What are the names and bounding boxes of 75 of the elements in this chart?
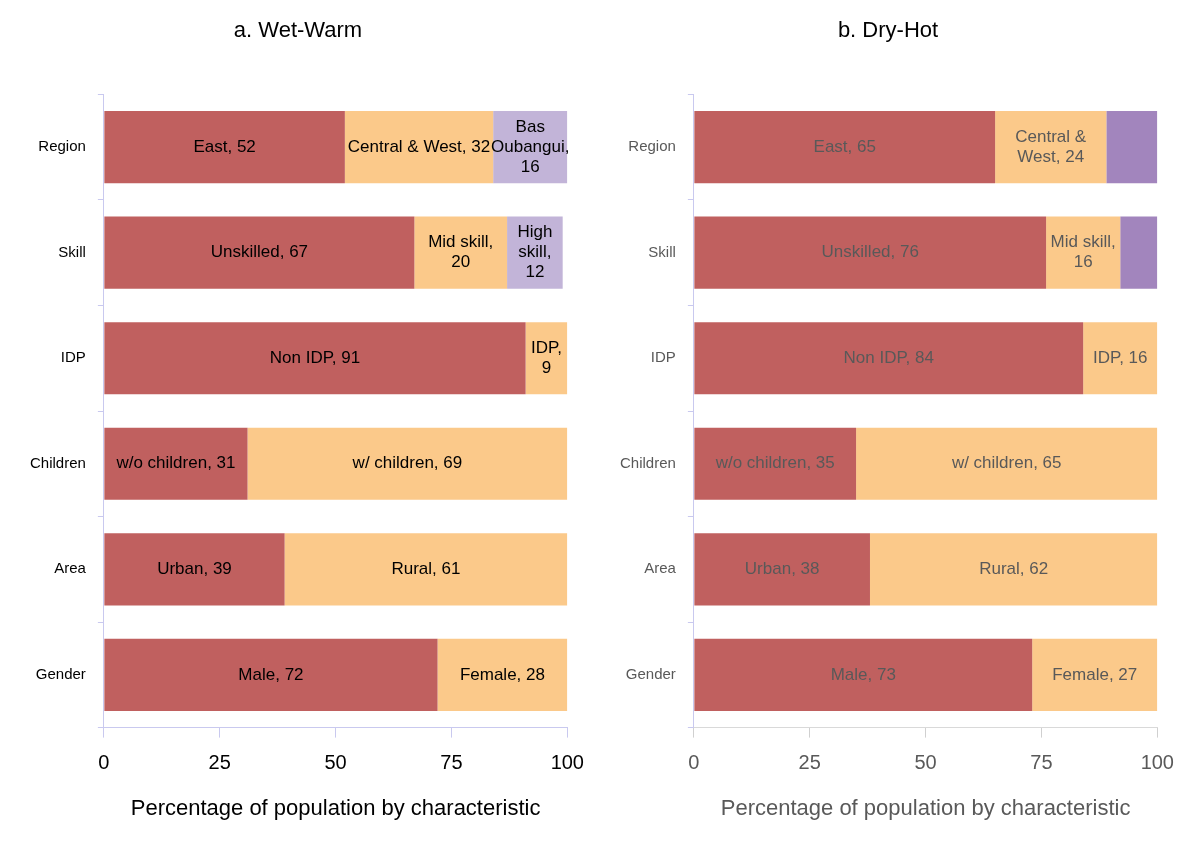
bar bbox=[694, 427, 857, 500]
bar bbox=[104, 638, 438, 711]
chart-title: a. Wet-Warm bbox=[233, 17, 363, 43]
data-label: Rural, 62 bbox=[979, 558, 1049, 578]
bar bbox=[104, 533, 285, 606]
bar bbox=[694, 322, 1084, 395]
data-label: w/ children, 69 bbox=[351, 453, 463, 473]
data-label: East, 65 bbox=[813, 136, 876, 156]
x-tick-label: 25 bbox=[208, 751, 231, 774]
x-tick-label: 25 bbox=[798, 751, 821, 774]
data-label: Central & West, 32 bbox=[347, 136, 491, 156]
data-label: Female, 27 bbox=[1052, 664, 1138, 684]
y-tick-label: Area bbox=[644, 559, 677, 577]
data-label: Unskilled, 67 bbox=[210, 242, 309, 262]
bar bbox=[1032, 638, 1158, 711]
y-tick-label: Skill bbox=[648, 242, 676, 260]
bar bbox=[869, 533, 1158, 606]
bar bbox=[284, 533, 568, 606]
data-label: Non IDP, 91 bbox=[269, 347, 361, 367]
chart-title: b. Dry-Hot bbox=[837, 17, 939, 43]
data-label: Male, 72 bbox=[238, 664, 304, 684]
bar bbox=[694, 111, 996, 184]
y-tick-label: Area bbox=[54, 559, 87, 577]
x-tick-label: 75 bbox=[440, 751, 463, 774]
data-label: Urban, 38 bbox=[744, 558, 820, 578]
data-label: High skill, 12 bbox=[517, 222, 553, 282]
y-tick-label: Children bbox=[29, 453, 86, 471]
data-label: Unskilled, 76 bbox=[821, 242, 919, 262]
data-label: Non IDP, 84 bbox=[843, 347, 934, 367]
x-tick-label: 0 bbox=[98, 751, 110, 774]
data-label: Central & West, 24 bbox=[1015, 126, 1087, 166]
data-label: East, 52 bbox=[193, 136, 256, 156]
data-label: Mid skill, 16 bbox=[1050, 232, 1116, 272]
y-tick-label: Region bbox=[38, 137, 86, 155]
bar bbox=[694, 638, 1033, 711]
x-axis-title: Percentage of population by characteristic bbox=[720, 794, 1131, 820]
bar bbox=[1106, 111, 1158, 184]
y-tick-label: Children bbox=[619, 453, 676, 471]
data-label: Male, 73 bbox=[830, 664, 896, 684]
y-tick-label: Region bbox=[628, 137, 676, 155]
bar bbox=[104, 216, 415, 289]
y-tick-label: Gender bbox=[625, 664, 676, 682]
data-label: Bas Oubangui, 16 bbox=[491, 116, 570, 176]
x-tick-label: 0 bbox=[688, 751, 700, 774]
x-tick-label: 100 bbox=[1140, 751, 1174, 774]
bar bbox=[694, 533, 870, 606]
x-tick-label: 75 bbox=[1030, 751, 1053, 774]
bar bbox=[104, 322, 526, 395]
y-tick-label: Skill bbox=[58, 242, 86, 260]
bar bbox=[104, 111, 345, 184]
y-tick-label: IDP bbox=[650, 348, 676, 366]
data-label: Female, 28 bbox=[459, 664, 545, 684]
data-label: Rural, 61 bbox=[391, 558, 461, 578]
bar bbox=[1120, 216, 1158, 289]
x-tick-label: 50 bbox=[324, 751, 347, 774]
bar bbox=[1083, 322, 1158, 395]
x-tick-label: 50 bbox=[914, 751, 937, 774]
y-tick-label: Gender bbox=[35, 664, 86, 682]
data-label: w/o children, 31 bbox=[115, 453, 236, 473]
bar bbox=[694, 216, 1047, 289]
data-label: IDP, 9 bbox=[531, 337, 562, 377]
bar bbox=[856, 427, 1158, 500]
data-label: w/ children, 65 bbox=[950, 453, 1062, 473]
bar bbox=[247, 427, 568, 500]
y-tick-label: IDP bbox=[60, 348, 86, 366]
data-label: w/o children, 35 bbox=[714, 453, 835, 473]
bar bbox=[414, 216, 508, 289]
bar bbox=[344, 111, 494, 184]
data-label: Urban, 39 bbox=[157, 558, 232, 578]
bar bbox=[437, 638, 568, 711]
data-label: Mid skill, 20 bbox=[428, 232, 494, 272]
data-label: IDP, 16 bbox=[1092, 347, 1148, 367]
x-axis-title: Percentage of population by characteristic bbox=[130, 794, 541, 820]
x-tick-label: 100 bbox=[550, 751, 584, 774]
bar bbox=[104, 427, 248, 500]
